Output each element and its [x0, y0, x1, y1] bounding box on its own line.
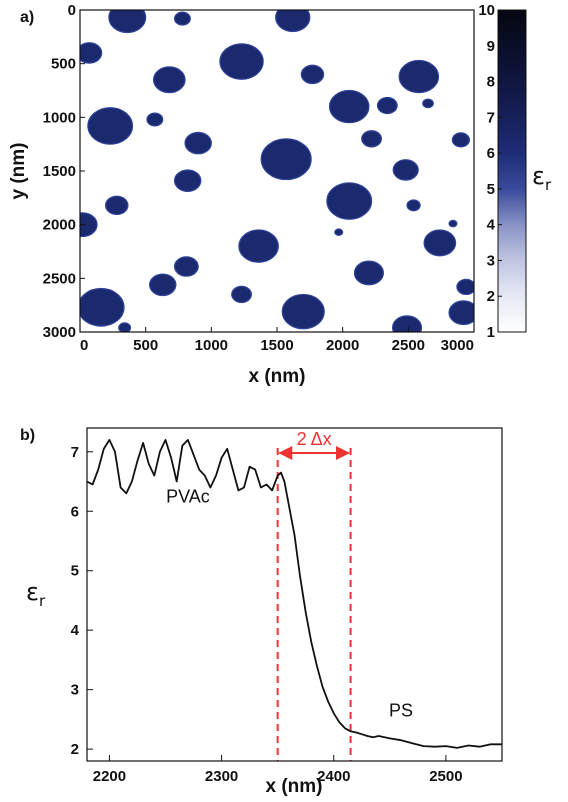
lineplot-y-tick-label: 3: [71, 682, 79, 699]
domain-16: [260, 138, 312, 181]
colorbar-tick-label: 10: [478, 2, 495, 19]
lineplot-y-tick-label: 2: [71, 741, 79, 758]
domain-35: [391, 315, 423, 332]
colorbar-tick-label: 1: [487, 324, 495, 341]
lineplot-y-tick-label: 5: [71, 563, 79, 580]
heatmap-axes: 0 500 1000 1500 2000 2500 30000500100015002000…: [43, 2, 475, 354]
colorbar-ticks: 10 9 8 7 6 5 4 3 2 1: [478, 2, 502, 341]
domain-0: [108, 10, 147, 34]
domain-1: [275, 10, 311, 33]
domain-12: [146, 112, 164, 127]
domain-27: [173, 256, 199, 277]
heatmap-x-axis-label: x (nm): [249, 366, 306, 387]
lineplot-y-tick-label: 7: [71, 444, 79, 461]
lineplot-annotation-ps: PS: [389, 700, 413, 720]
heatmap-x-tick-label: 2500: [392, 337, 425, 354]
domain-4: [219, 43, 264, 80]
domain-2: [173, 11, 191, 26]
lineplot-y-axis-label: εr: [26, 578, 46, 610]
heatmap-y-tick-label: 0: [68, 2, 76, 19]
domain-24: [423, 229, 457, 257]
panel-b-label: b): [20, 427, 35, 444]
colorbar-tick-label: 8: [487, 74, 495, 91]
heatmap-x-tick-label: 1500: [260, 337, 293, 354]
heatmap-y-tick-label: 500: [51, 56, 76, 73]
lineplot-annotation-pvac: PVAc: [166, 486, 210, 506]
delta-x-markers: [276, 448, 352, 761]
lineplot-y-tick-label: 6: [71, 503, 79, 520]
lineplot-y-axis-label-sub: r: [39, 592, 46, 610]
domain-32: [80, 287, 125, 327]
domain-29: [149, 273, 177, 297]
domain-3: [80, 42, 103, 64]
heatmap-x-tick-label: 3000: [441, 337, 474, 354]
colorbar-frame: [497, 9, 527, 333]
colorbar-tick-label: 9: [487, 38, 495, 55]
heatmap-x-tick-label: 1000: [195, 337, 228, 354]
domain-22: [80, 212, 98, 238]
domain-6: [300, 64, 325, 85]
panel-a-label: a): [20, 9, 34, 26]
domain-23: [238, 229, 279, 263]
heatmap-y-tick-label: 1500: [43, 163, 76, 180]
domain-18: [173, 169, 202, 192]
domain-8: [328, 89, 370, 124]
heatmap-domains: [80, 10, 474, 332]
domain-28: [353, 260, 384, 286]
lineplot-x-tick-label: 2300: [205, 768, 238, 785]
domain-36: [118, 322, 132, 332]
colorbar-tick-label: 2: [487, 288, 495, 305]
heatmap-y-tick-label: 3000: [43, 324, 76, 341]
heatmap-y-axis-label: y (nm): [8, 143, 29, 200]
heatmap-x-tick-label: 2000: [326, 337, 359, 354]
domain-19: [326, 182, 373, 220]
domain-21: [406, 199, 421, 212]
lineplot-frame: [86, 427, 503, 762]
domain-9: [376, 96, 398, 115]
colorbar-tick-label: 5: [487, 181, 495, 198]
domain-31: [456, 278, 474, 296]
colorbar: [498, 10, 526, 332]
domain-11: [87, 107, 134, 145]
lineplot-area: [87, 428, 502, 761]
domain-25: [334, 228, 344, 236]
domain-5: [152, 66, 186, 94]
heatmap-y-tick-label: 1000: [43, 109, 76, 126]
lineplot-x-axis-label: x (nm): [266, 776, 323, 797]
domain-20: [105, 195, 129, 216]
colorbar-label-sub: r: [545, 176, 552, 194]
delta-x-label: 2 Δx: [297, 429, 332, 449]
domain-30: [231, 285, 252, 304]
colorbar-label-main: ε: [532, 162, 545, 190]
heatmap-y-tick-label: 2000: [43, 217, 76, 234]
domain-33: [281, 293, 325, 330]
colorbar-tick-label: 4: [487, 217, 496, 234]
lineplot-x-tick-label: 2500: [429, 768, 462, 785]
domain-17: [392, 159, 419, 181]
domain-26: [448, 219, 458, 228]
heatmap-x-tick-label: 0: [80, 337, 88, 354]
lineplot-y-axis-label-main: ε: [26, 578, 39, 606]
domain-34: [448, 300, 474, 326]
heatmap-y-tick-label: 2500: [43, 270, 76, 287]
domain-10: [422, 98, 434, 109]
domain-15: [451, 132, 471, 148]
colorbar-tick-label: 7: [487, 109, 495, 126]
domain-13: [184, 131, 212, 155]
domain-14: [361, 130, 383, 148]
domain-7: [398, 59, 440, 94]
lineplot-y-tick-label: 4: [71, 622, 80, 639]
lineplot-annotations: PVAc PS: [166, 486, 413, 720]
colorbar-tick-label: 3: [487, 252, 495, 269]
colorbar-label: εr: [532, 162, 552, 194]
lineplot-axes: 2200 2300 2400 2500 2 3 4 5 6 7: [71, 444, 463, 785]
permittivity-profile-line: [87, 439, 502, 749]
lineplot-x-tick-label: 2400: [317, 768, 350, 785]
lineplot-x-tick-label: 2200: [93, 768, 126, 785]
heatmap-x-tick-label: 500: [133, 337, 158, 354]
colorbar-tick-label: 6: [487, 145, 495, 162]
